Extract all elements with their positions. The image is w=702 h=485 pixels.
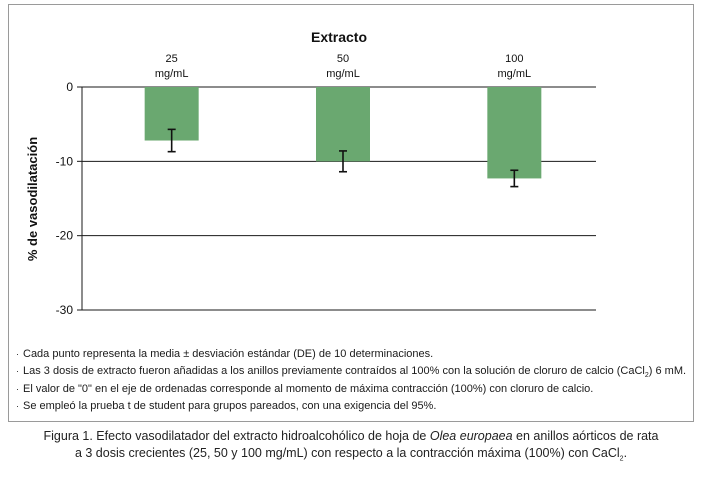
y-axis-label: % de vasodilatación [25,137,40,261]
category-label: 100 [505,53,523,65]
note-text: Se empleó la prueba t de student para gr… [23,400,437,412]
note-4: · Se empleó la prueba t de student para g… [16,399,436,413]
bullet-icon: · [16,366,19,376]
note-text: El valor de "0" en el eje de ordenadas c… [23,383,594,395]
category-label: mg/mL [498,68,532,80]
y-tick-label: 0 [66,80,73,94]
note-1: · Cada punto representa la media ± desvia… [16,347,433,361]
caption-text-2: en anillos aórticos de rata a 3 dosis cr… [74,429,659,460]
category-label: mg/mL [155,68,189,80]
bar [487,87,542,179]
bar [316,87,370,162]
note-text: Las 3 dosis de extracto fueron añadidas … [23,365,645,377]
category-label: 25 [166,53,178,65]
caption-text-end: . [623,446,628,460]
y-tick-label: -10 [56,154,74,168]
bar-chart: 0-10-20-30 Extracto % de vasodilatación … [25,29,596,317]
category-label: mg/mL [326,68,360,80]
chart-title: Extracto [311,29,367,45]
note-text-end: ) 6 mM. [648,365,687,377]
caption-species: Olea europaea [429,429,513,443]
error-bars [167,128,519,188]
category-labels: 25 mg/mL 50 mg/mL 100 mg/mL [155,53,531,80]
bullet-icon: · [16,384,19,394]
y-tick-label: -30 [56,303,74,317]
bullet-icon: · [16,401,19,411]
note-2: · Las 3 dosis de extracto fueron añadidas… [16,364,686,383]
note-text: Cada punto representa la media ± desviac… [23,348,434,360]
y-axis: 0 -10 -20 -30 [56,80,83,317]
note-3: · El valor de "0" en el eje de ordenadas … [16,382,593,396]
bullet-icon: · [16,349,19,359]
caption-subscript: 2 [619,455,624,463]
category-label: 50 [337,53,349,65]
caption-text: Figura 1. Efecto vasodilatador del extra… [43,429,430,443]
note-subscript: 2 [644,372,649,380]
y-tick-label: -20 [56,229,74,243]
figure-frame [8,4,694,422]
figure-caption: Figura 1. Efecto vasodilatador del extra… [40,428,662,468]
